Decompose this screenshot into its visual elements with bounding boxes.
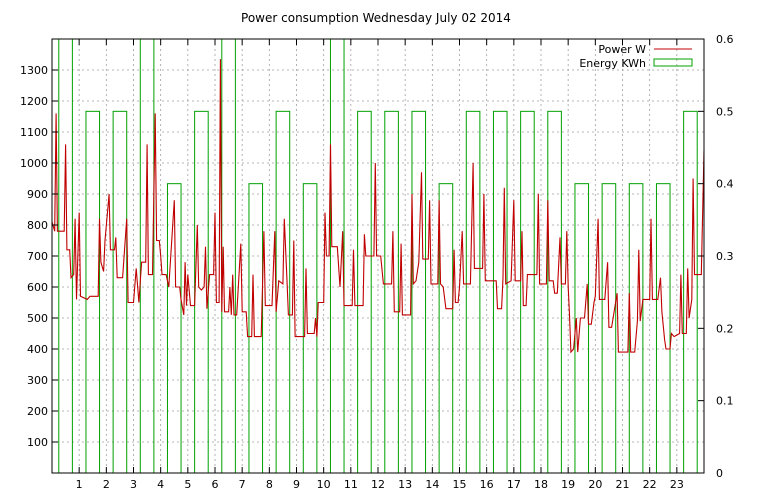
x-tick-label: 1 <box>76 478 83 491</box>
x-tick-label: 12 <box>371 478 385 491</box>
energy-box <box>85 110 101 474</box>
legend-energy-label: Energy KWh <box>579 57 646 70</box>
legend-power-label: Power W <box>598 43 646 56</box>
energy-box <box>384 110 399 474</box>
y2-tick-label: 0.3 <box>716 250 734 263</box>
x-tick-label: 2 <box>103 478 110 491</box>
y-tick-label: 400 <box>27 343 48 356</box>
energy-box <box>492 110 508 474</box>
energy-box <box>438 183 454 474</box>
y-tick-label: 200 <box>27 405 48 418</box>
energy-box <box>248 183 264 474</box>
x-tick-label: 14 <box>425 478 439 491</box>
x-tick-label: 22 <box>643 478 657 491</box>
y-tick-label: 100 <box>27 436 48 449</box>
y-tick-label: 500 <box>27 312 48 325</box>
x-tick-label: 9 <box>293 478 300 491</box>
x-tick-label: 3 <box>130 478 137 491</box>
power-series <box>51 59 705 354</box>
y-tick-label: 900 <box>27 188 48 201</box>
y-tick-label: 800 <box>27 219 48 232</box>
power-line <box>51 59 705 354</box>
x-tick-label: 5 <box>184 478 191 491</box>
x-tick-label: 4 <box>157 478 164 491</box>
x-tick-label: 23 <box>670 478 684 491</box>
legend-energy-swatch <box>653 58 693 67</box>
chart-title: Power consumption Wednesday July 02 2014 <box>241 11 511 25</box>
y2-tick-label: 0.6 <box>716 33 734 46</box>
y2-tick-label: 0.1 <box>716 395 734 408</box>
x-tick-label: 15 <box>453 478 467 491</box>
energy-box <box>112 110 128 474</box>
x-tick-label: 21 <box>616 478 630 491</box>
y2-tick-label: 0.4 <box>716 178 734 191</box>
x-tick-label: 10 <box>317 478 331 491</box>
energy-box <box>628 183 644 474</box>
x-tick-label: 13 <box>398 478 412 491</box>
x-tick-label: 8 <box>266 478 273 491</box>
y-tick-label: 1300 <box>20 64 48 77</box>
y-tick-label: 1200 <box>20 95 48 108</box>
legend: Power W Energy KWh <box>579 43 693 70</box>
energy-box <box>411 110 427 474</box>
x-tick-label: 19 <box>561 478 575 491</box>
axes: 1002003004005006007008009001000110012001… <box>20 33 734 491</box>
x-tick-label: 6 <box>212 478 219 491</box>
x-tick-label: 16 <box>480 478 494 491</box>
energy-box <box>357 110 372 474</box>
y-tick-label: 1000 <box>20 157 48 170</box>
energy-box <box>601 183 617 474</box>
x-tick-label: 7 <box>239 478 246 491</box>
x-tick-label: 20 <box>588 478 602 491</box>
y2-tick-label: 0.2 <box>716 322 734 335</box>
x-tick-label: 11 <box>344 478 358 491</box>
y2-tick-label: 0 <box>716 467 723 480</box>
y-tick-label: 600 <box>27 281 48 294</box>
y-tick-label: 700 <box>27 250 48 263</box>
x-tick-label: 18 <box>534 478 548 491</box>
x-tick-label: 17 <box>507 478 521 491</box>
y-tick-label: 1100 <box>20 126 48 139</box>
energy-box <box>683 110 698 474</box>
y2-tick-label: 0.5 <box>716 105 734 118</box>
y-tick-label: 300 <box>27 374 48 387</box>
